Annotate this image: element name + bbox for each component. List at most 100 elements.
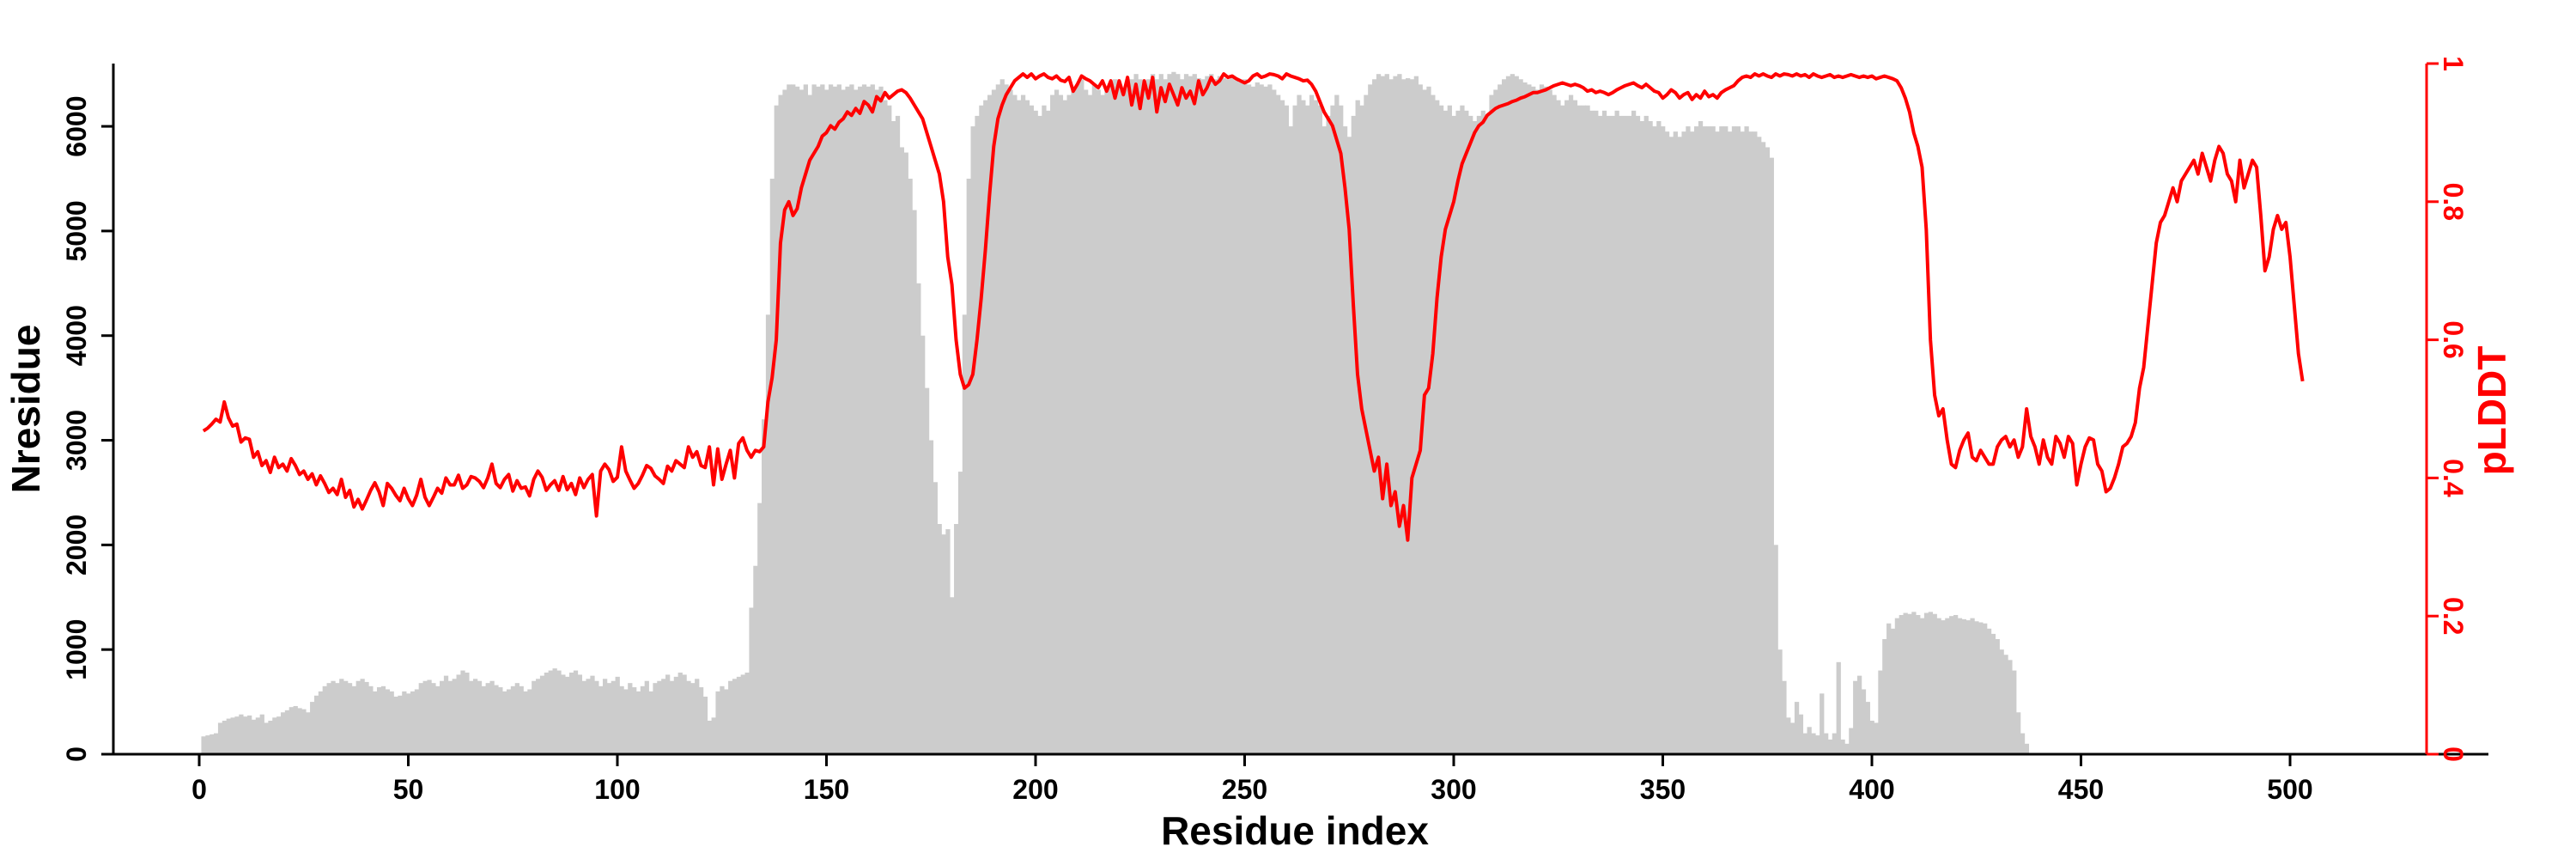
nresidue-bar <box>1116 84 1122 755</box>
nresidue-bar <box>422 680 428 754</box>
nresidue-bar <box>1690 131 1695 754</box>
nresidue-bar <box>1451 115 1456 754</box>
nresidue-bar <box>1941 620 1946 754</box>
plddt-line <box>202 72 2305 542</box>
nresidue-bar <box>1723 126 1728 755</box>
nresidue-bar <box>310 702 315 754</box>
nresidue-bar <box>301 709 307 754</box>
nresidue-bar <box>1581 105 1586 755</box>
nresidue-bar <box>854 89 859 754</box>
nresidue-bar <box>268 721 273 754</box>
nresidue-bar <box>690 683 696 754</box>
nresidue-bar <box>1087 94 1093 755</box>
nresidue-bar <box>339 679 344 754</box>
nresidue-bar <box>1777 649 1783 754</box>
nresidue-bar <box>523 691 528 754</box>
y2-tick-label: 0.4 <box>2438 459 2469 497</box>
nresidue-bar <box>243 716 248 754</box>
nresidue-bar <box>987 94 993 755</box>
nresidue-bar <box>1388 79 1394 754</box>
nresidue-bar <box>1050 94 1055 755</box>
nresidue-bar <box>695 679 700 754</box>
nresidue-bar <box>1957 618 1963 754</box>
nresidue-bar <box>506 689 512 754</box>
nresidue-bar <box>1455 110 1461 754</box>
nresidue-bar <box>527 689 532 754</box>
nresidue-bar <box>611 680 616 754</box>
nresidue-bar <box>707 721 712 754</box>
nresidue-bar <box>1075 84 1080 755</box>
nresidue-bar <box>849 84 854 755</box>
nresidue-bar <box>217 722 223 754</box>
nresidue-bar <box>1125 84 1130 755</box>
nresidue-bar <box>1715 131 1720 754</box>
nresidue-bar <box>205 735 210 754</box>
nresidue-bar <box>1677 137 1682 754</box>
nresidue-bar <box>222 721 228 754</box>
nresidue-bar <box>1601 110 1607 754</box>
nresidue-bar <box>606 683 612 754</box>
nresidue-bar <box>740 674 745 754</box>
nresidue-bar <box>251 719 257 754</box>
nresidue-bar <box>1020 94 1026 755</box>
nresidue-bar <box>1004 84 1009 755</box>
nresidue-bar <box>1234 80 1239 755</box>
nresidue-bar <box>1104 89 1109 754</box>
nresidue-bar <box>883 100 888 754</box>
nresidue-bar <box>1084 89 1089 754</box>
y2-tick-label: 0 <box>2438 746 2469 762</box>
nresidue-bar <box>1773 545 1778 754</box>
nresidue-bar <box>494 685 499 754</box>
nresidue-bar <box>1230 76 1235 755</box>
nresidue-bar <box>1698 121 1704 754</box>
x-tick-label: 0 <box>191 774 207 805</box>
nresidue-bar <box>1163 79 1168 754</box>
nresidue-bar <box>1242 79 1248 754</box>
nresidue-bar <box>1802 733 1807 754</box>
nresidue-bar <box>440 680 445 754</box>
nresidue-bar <box>214 733 219 754</box>
nresidue-bar <box>514 683 519 754</box>
x-tick-label: 450 <box>2058 774 2104 805</box>
nresidue-bar <box>1071 89 1076 754</box>
nresidue-bar <box>376 687 382 754</box>
nresidue-bar <box>1844 743 1850 754</box>
nresidue-bar <box>937 524 942 754</box>
nresidue-bar <box>598 685 604 754</box>
nresidue-bar <box>1368 84 1373 755</box>
nresidue-bar <box>1342 126 1348 755</box>
nresidue-bar <box>832 86 838 755</box>
nresidue-bar <box>1288 126 1293 755</box>
nresidue-bar <box>1146 79 1151 754</box>
nresidue-bar <box>1527 84 1532 755</box>
nresidue-bar <box>845 86 850 755</box>
nresidue-bar <box>556 670 562 754</box>
nresidue-bar <box>1794 702 1800 754</box>
nresidue-bar <box>1150 74 1156 755</box>
nresidue-bar <box>1635 115 1641 754</box>
nresidue-bar <box>1760 142 1766 755</box>
nresidue-bar <box>1037 115 1042 754</box>
nresidue-bar <box>1945 618 1950 754</box>
nresidue-bar <box>489 680 495 754</box>
nresidue-bar <box>1932 613 1937 754</box>
x-tick-label: 300 <box>1431 774 1476 805</box>
nresidue-bar <box>1648 121 1653 754</box>
nresidue-bar <box>878 86 884 755</box>
nresidue-bar <box>791 84 796 755</box>
nresidue-bar <box>887 105 892 755</box>
nresidue-bar <box>1589 110 1595 754</box>
nresidue-bar <box>481 685 486 754</box>
nresidue-bar <box>912 210 917 755</box>
nresidue-bar <box>1907 613 1912 754</box>
nresidue-bar <box>406 693 411 754</box>
nresidue-bar <box>765 314 771 754</box>
nresidue-bar <box>1380 76 1386 755</box>
nresidue-bar <box>1849 728 1854 754</box>
nresidue-bar <box>343 680 349 754</box>
nresidue-bar <box>1518 79 1523 754</box>
nresidue-bar <box>502 691 507 754</box>
nresidue-bar <box>1815 735 1820 754</box>
nresidue-bar <box>1317 105 1322 755</box>
x-tick-label: 400 <box>1849 774 1894 805</box>
